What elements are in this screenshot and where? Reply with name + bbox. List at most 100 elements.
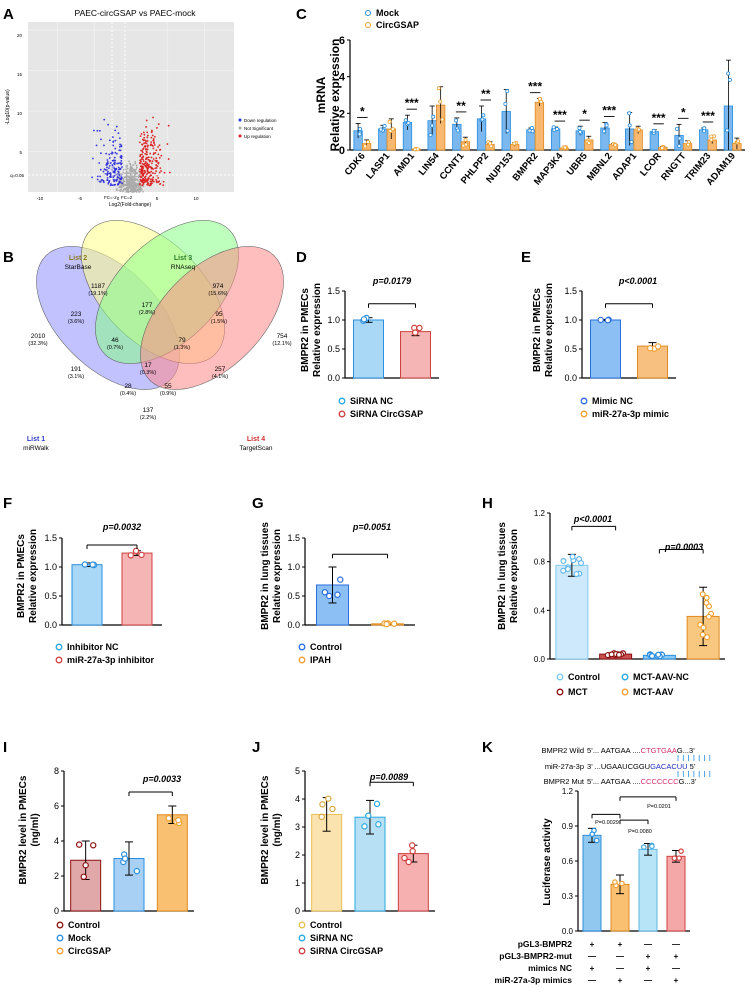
- venn-list2-name: List 2: [69, 255, 87, 262]
- data-point: [736, 139, 741, 144]
- volcano-point-ns: [134, 173, 137, 176]
- venn-count: 28: [124, 383, 132, 390]
- venn-count: 95: [215, 311, 223, 318]
- data-point: [408, 842, 416, 849]
- volcano-point-ns: [130, 178, 133, 181]
- seq-post: G...3’: [677, 746, 695, 755]
- volcano-point-up: [155, 167, 158, 169]
- volcano-point-up: [147, 163, 150, 166]
- volcano-point-ns: [131, 170, 134, 172]
- volcano-point-ns: [140, 188, 143, 191]
- panel-k: K BMPR2 Wild 5’... AATGAA ....CTGTGAAG..…: [482, 739, 711, 985]
- venn-count: 177: [142, 302, 153, 309]
- volcano-point-up: [150, 141, 153, 144]
- y-tick-label: 5: [295, 766, 300, 776]
- volcano-point-up: [143, 136, 146, 139]
- data-point: [726, 71, 731, 76]
- data-point: [678, 848, 684, 854]
- volcano-point-ns: [132, 179, 135, 182]
- data-point: [613, 143, 618, 148]
- volcano-point-up: [162, 180, 165, 183]
- volcano-point-ns: [126, 167, 129, 170]
- panel-d: D BMPR2 in PMECs Relative expression 0.0…: [296, 249, 439, 419]
- volcano-point-up: [157, 153, 160, 156]
- table-mark: +: [590, 964, 595, 973]
- venn-count: 754: [277, 333, 288, 340]
- data-point: [608, 651, 615, 658]
- volcano-point-ns: [131, 166, 133, 169]
- data-point: [700, 624, 707, 631]
- seq-pre: 5’... AATGAA ....: [587, 746, 641, 755]
- table-mark: +: [674, 952, 679, 961]
- table-mark: —: [672, 964, 680, 973]
- y-tick-label: 1.0: [327, 315, 340, 325]
- venn-region-counts: 1187 (19.1%) 974 (15.6%) 223 (3.6%) 177 …: [28, 283, 291, 421]
- volcano-point-up: [155, 181, 158, 184]
- volcano-point-ns: [130, 184, 133, 187]
- venn-diagram: [36, 220, 284, 390]
- data-point: [455, 128, 460, 133]
- legend-marker: [556, 688, 564, 696]
- legend-marker-ns: [238, 126, 242, 130]
- venn-percent: (4.1%): [212, 374, 228, 380]
- data-point: [569, 553, 576, 560]
- volcano-point-ns: [137, 189, 140, 192]
- volcano-point-up: [143, 133, 146, 136]
- table-row-label: pGL3-BMPR2: [518, 939, 573, 949]
- volcano-point-up: [147, 158, 150, 161]
- panel-c: C mRNA Relative expression 0246CDK6*LASP…: [296, 6, 745, 188]
- volcano-point-up: [154, 172, 156, 175]
- panel-f-letter: F: [3, 495, 12, 512]
- volcano-x-label: Log2(Fold-change): [109, 202, 152, 208]
- seq-label: BMPR2 Wild: [541, 746, 584, 755]
- bar: [550, 128, 561, 151]
- y-tick-label: 1.5: [564, 286, 577, 296]
- volcano-point-up: [153, 144, 156, 146]
- x-category-label: AMD1: [391, 150, 417, 178]
- data-point: [703, 599, 710, 606]
- y-tick-label: 0.6: [562, 857, 574, 866]
- volcano-point-up: [146, 140, 149, 142]
- volcano-point-ns: [116, 188, 118, 190]
- data-point: [365, 139, 370, 144]
- k-pvalue: P=0.0201: [647, 804, 671, 810]
- data-point: [138, 551, 145, 559]
- significance-stars: *: [360, 104, 365, 118]
- volcano-point-down: [120, 177, 123, 180]
- venn-percent: (0.7%): [107, 345, 123, 351]
- volcano-point-up: [156, 165, 159, 168]
- volcano-point-up: [146, 162, 149, 165]
- volcano-point-ns: [134, 170, 137, 173]
- panel-k-ylabel: Luciferase activity: [542, 818, 553, 906]
- y-tick-label: 4: [339, 72, 346, 84]
- volcano-x-ticks: -10 -5 0 5 10: [37, 196, 199, 201]
- venn-percent: (3.6%): [68, 319, 84, 325]
- volcano-point-down: [118, 177, 121, 180]
- panel-e-ylabel1: BMPR2 in PMECs: [532, 288, 543, 372]
- y-tick: 15: [17, 72, 23, 77]
- volcano-point-up: [154, 167, 157, 170]
- data-point: [438, 99, 443, 104]
- volcano-point-down: [114, 151, 117, 154]
- volcano-point-up: [151, 162, 153, 165]
- legend-marker: [298, 934, 306, 942]
- panel-c-letter: C: [296, 6, 307, 23]
- panel-h-letter: H: [482, 495, 493, 512]
- volcano-point-ns: [132, 168, 135, 171]
- volcano-point-down: [106, 166, 108, 169]
- data-point: [165, 815, 172, 822]
- volcano-point-ns: [135, 182, 137, 185]
- volcano-point-up: [143, 179, 146, 182]
- data-point: [702, 126, 707, 131]
- volcano-point-up: [167, 158, 170, 160]
- volcano-point-ns: [125, 175, 128, 178]
- bar: [156, 814, 188, 912]
- data-point: [383, 620, 390, 628]
- volcano-point-up: [141, 181, 144, 184]
- y-tick-label: 0.5: [564, 344, 577, 354]
- volcano-y-label: -Log10(p-value): [5, 89, 11, 125]
- volcano-point-down: [93, 129, 95, 132]
- y-tick-label: 0.0: [327, 373, 340, 383]
- volcano-point-down: [108, 164, 111, 167]
- bar: [582, 834, 602, 932]
